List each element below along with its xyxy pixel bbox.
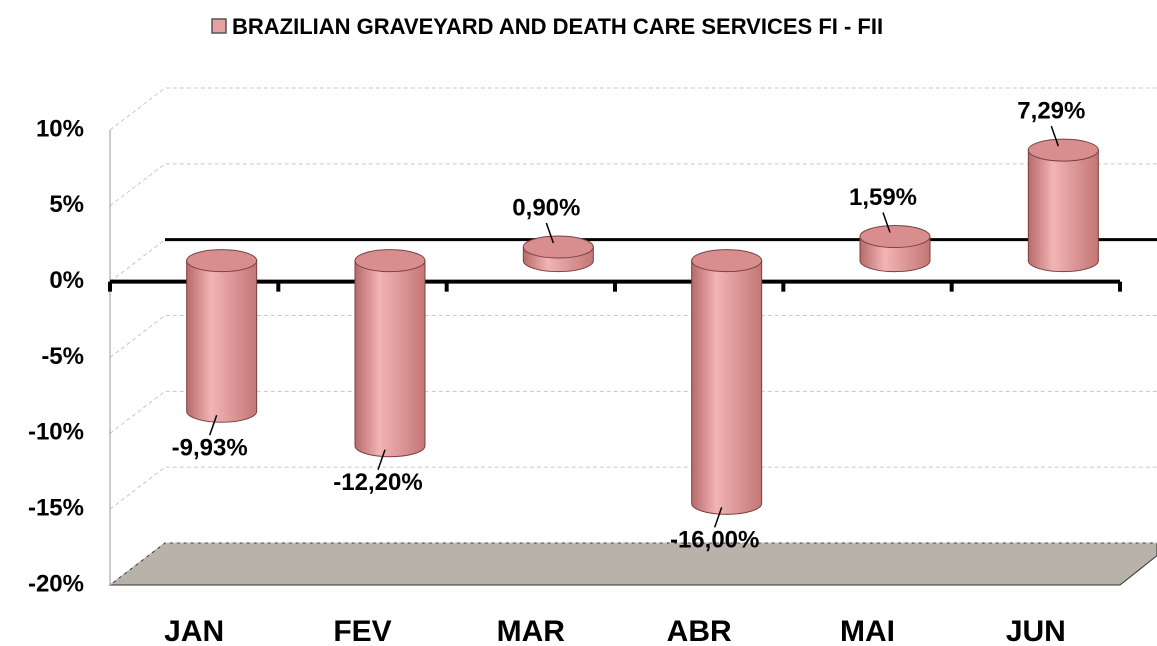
value-label: 1,59% <box>849 184 917 211</box>
cylinder <box>522 235 594 273</box>
cylinder-cap <box>522 235 594 259</box>
x-tick-label: MAI <box>840 615 895 646</box>
leader-line <box>713 507 723 528</box>
cylinder <box>186 249 258 423</box>
cylinder <box>1027 138 1099 273</box>
y-tick-label: 10% <box>36 115 84 142</box>
y-tick-label: -10% <box>28 419 84 446</box>
x-tick-label: FEV <box>333 615 391 646</box>
bar <box>691 260 763 515</box>
leader-line <box>545 222 555 244</box>
cylinder-cap <box>691 249 763 273</box>
grid-line <box>109 390 1157 434</box>
y-tick-label: 0% <box>49 267 84 294</box>
cylinder-cap <box>186 249 258 273</box>
value-label: -12,20% <box>333 469 422 496</box>
y-tick-label: -15% <box>28 495 84 522</box>
leader-line <box>377 449 386 470</box>
value-label: -9,93% <box>172 435 248 462</box>
grid-line <box>109 87 1157 131</box>
legend-label: BRAZILIAN GRAVEYARD AND DEATH CARE SERVI… <box>232 14 883 39</box>
value-label: -16,00% <box>670 527 759 554</box>
x-tick-label: MAR <box>497 615 566 646</box>
leader-line <box>882 212 891 233</box>
bar <box>1027 149 1099 273</box>
grid-line <box>109 239 1157 283</box>
floor <box>108 542 1157 586</box>
x-tick-label: ABR <box>667 615 732 646</box>
y-tick-label: -5% <box>41 343 84 370</box>
grid-line <box>109 315 1157 358</box>
grid-line <box>109 466 1157 510</box>
bar <box>186 260 258 423</box>
cylinder-cap <box>859 225 931 249</box>
leader-line <box>1050 125 1060 147</box>
y-tick-label: 5% <box>49 191 84 218</box>
y-tick-label: -20% <box>28 570 84 597</box>
value-label: 0,90% <box>512 194 580 221</box>
bar <box>354 260 426 458</box>
cylinder <box>691 249 763 515</box>
cylinder <box>354 249 426 458</box>
grid-line <box>109 163 1157 207</box>
cylinder-cap <box>1027 138 1099 162</box>
legend-swatch <box>211 18 227 34</box>
value-label: 7,29% <box>1017 97 1085 124</box>
grid-line <box>109 542 1157 586</box>
x-tick-label: JAN <box>164 615 224 646</box>
cylinder-cap <box>354 249 426 273</box>
leader-line <box>208 415 218 436</box>
x-tick-label: JUN <box>1006 615 1066 646</box>
cylinder <box>859 225 931 273</box>
